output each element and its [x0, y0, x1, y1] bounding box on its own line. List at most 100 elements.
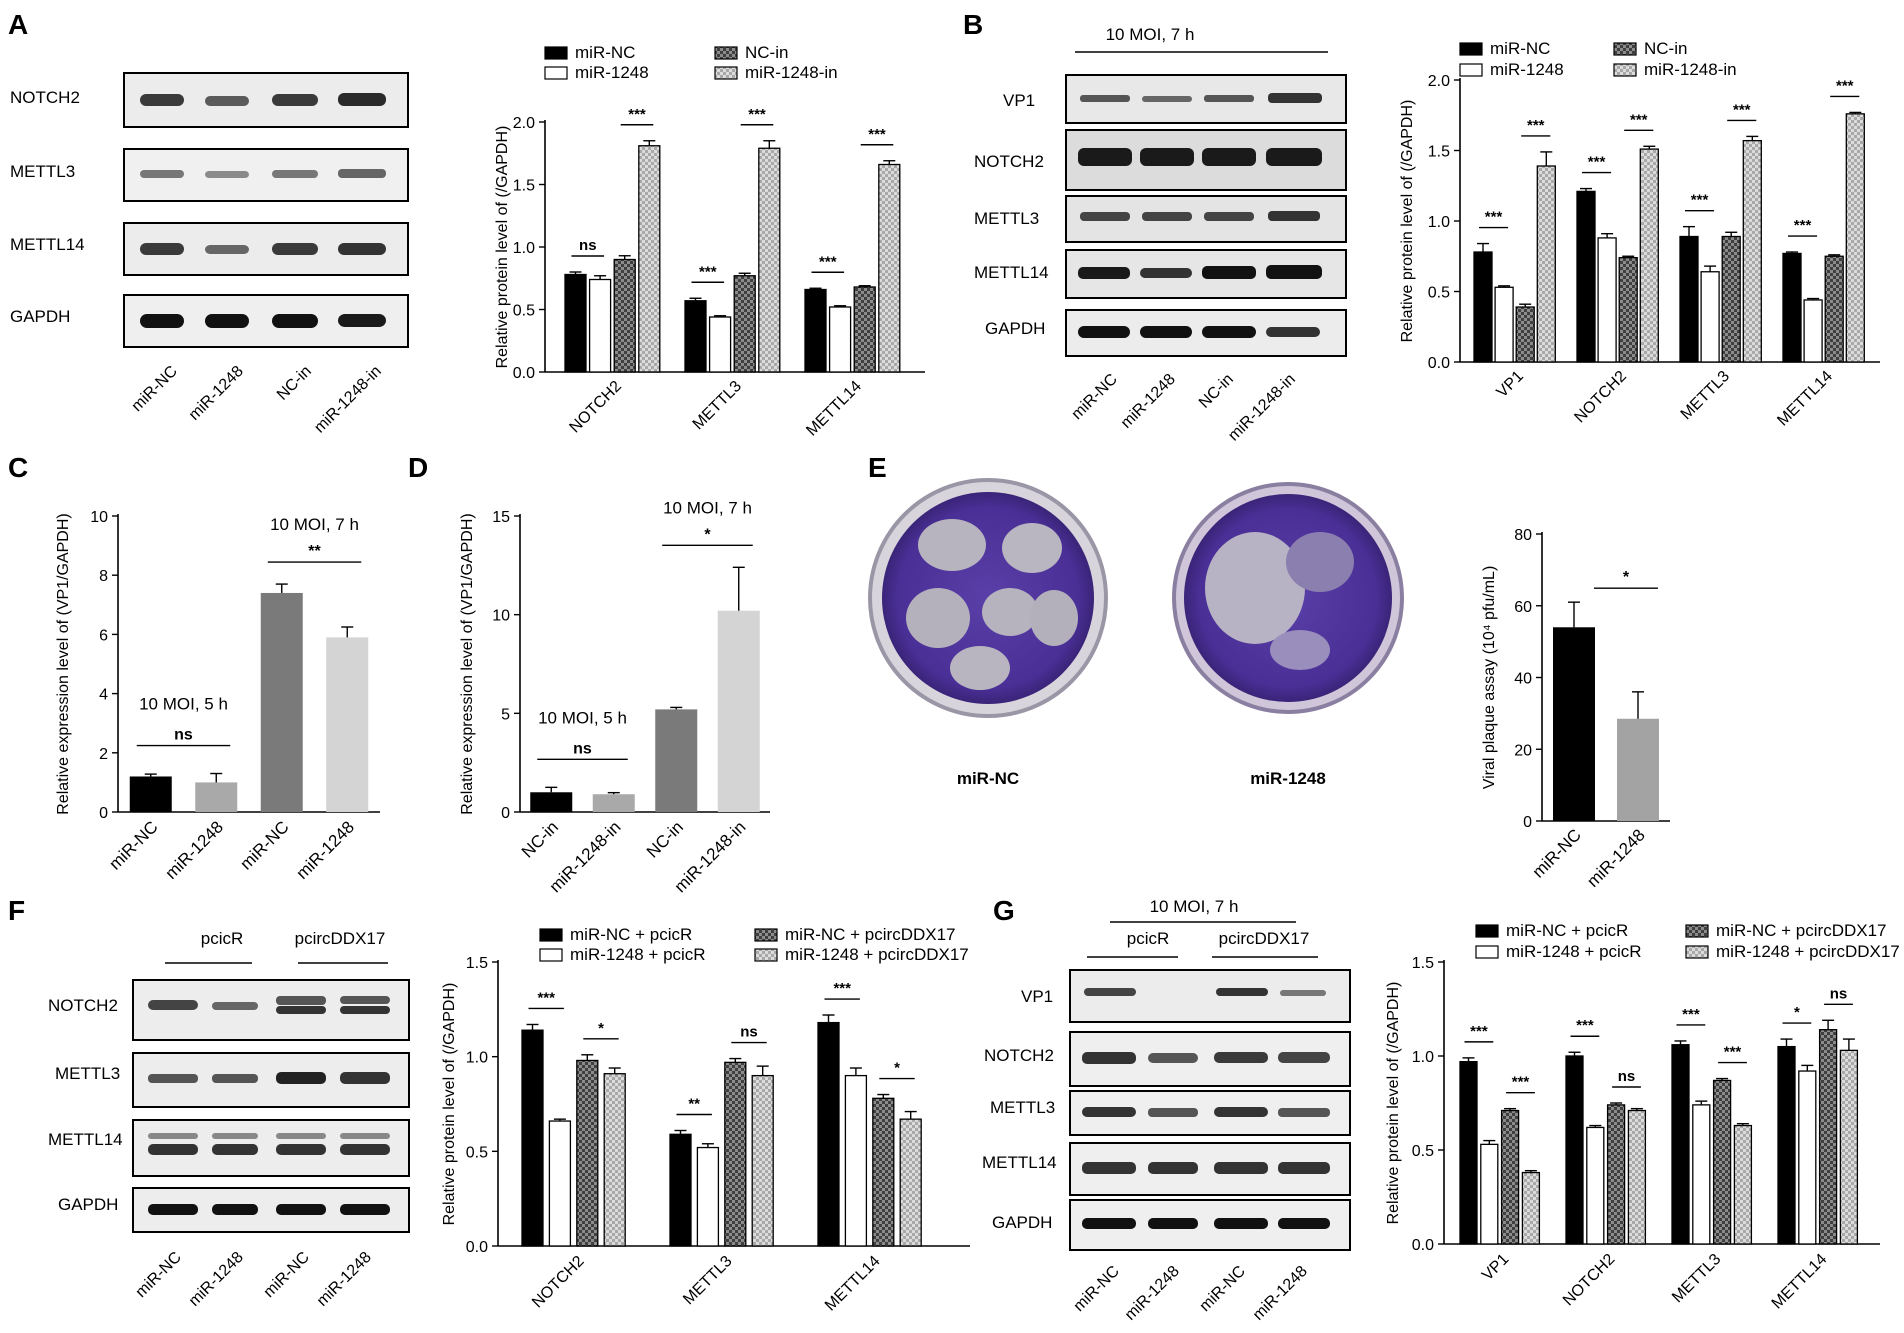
- blot-strip: [1065, 249, 1347, 299]
- bar: [733, 275, 756, 373]
- blot-strip: [1069, 1142, 1351, 1196]
- blot-label: METTL3: [990, 1098, 1055, 1117]
- y-tick-label: 0.5: [1428, 285, 1450, 302]
- blot-strip: [1069, 1031, 1351, 1087]
- bar: [684, 300, 707, 373]
- y-tick-label: 20: [1514, 742, 1532, 759]
- blot-label: NOTCH2: [48, 996, 118, 1015]
- blot-G: 10 MOI, 7 h pcicR pcircDDX17 VP1 NOTCH2 …: [982, 897, 1351, 1324]
- bar: [844, 1074, 868, 1247]
- lane-label: miR-1248: [186, 1249, 247, 1310]
- bar: [1712, 1079, 1732, 1245]
- y-tick-label: 1.5: [513, 178, 535, 195]
- y-tick-label: 0.0: [1412, 1237, 1434, 1254]
- significance-label: ***: [1733, 101, 1751, 118]
- blot-label: GAPDH: [10, 307, 70, 326]
- panel-letter-G: G: [993, 895, 1015, 926]
- bar: [1553, 627, 1595, 821]
- bar: [1576, 190, 1596, 363]
- bar: [1824, 255, 1844, 363]
- x-tick-label: miR-1248: [1583, 825, 1649, 891]
- lane-label: miR-NC: [133, 1249, 185, 1301]
- blot-strip: [132, 1187, 410, 1233]
- y-tick-label: 0.0: [466, 1239, 488, 1256]
- chart-C: 0 2 4 6 8 10 Relative expression level of (VP1…: [55, 509, 380, 883]
- plaque-label: miR-NC: [957, 769, 1019, 788]
- blot-strip: [1069, 1199, 1351, 1251]
- bar: [878, 163, 901, 373]
- y-tick-label: 0: [99, 805, 108, 822]
- x-tick-label: METTL14: [1774, 368, 1836, 430]
- significance-label: ns: [1830, 985, 1848, 1002]
- significance-label: ***: [1588, 154, 1606, 171]
- blot-strip: [123, 72, 409, 128]
- bar: [1459, 1060, 1478, 1245]
- blot-label: METTL14: [10, 235, 85, 254]
- blot-strip: [1065, 74, 1347, 124]
- panel-letter-B: B: [963, 9, 983, 40]
- bar: [751, 1074, 774, 1247]
- bar: [1627, 1109, 1647, 1245]
- y-tick-label: 6: [99, 627, 108, 644]
- legend-label: miR-NC + pcicR: [570, 925, 692, 944]
- bar: [1782, 252, 1802, 363]
- legend-swatch: [544, 66, 568, 80]
- significance-label: ***: [1470, 1023, 1488, 1040]
- bar: [1536, 165, 1556, 363]
- blot-condition: 10 MOI, 7 h: [1150, 897, 1239, 916]
- legend-label: miR-1248 + pcircDDX17: [785, 945, 969, 964]
- blot-label: METTL14: [48, 1130, 123, 1149]
- bar: [724, 1061, 747, 1247]
- significance-label: *: [1623, 569, 1630, 586]
- bar: [717, 610, 760, 812]
- lane-label: miR-1248: [1250, 1263, 1311, 1324]
- bar: [1679, 235, 1699, 363]
- y-tick-label: 4: [99, 687, 108, 704]
- bar: [613, 258, 636, 373]
- y-tick-label: 1.0: [466, 1050, 488, 1067]
- bar: [1597, 237, 1617, 363]
- bar: [1777, 1045, 1796, 1245]
- significance-label: ***: [1691, 192, 1709, 209]
- panel-letter-A: A: [8, 9, 28, 40]
- legend-swatch: [1685, 945, 1709, 959]
- significance-label: ***: [1794, 217, 1812, 234]
- bar: [195, 782, 238, 812]
- chart-B: 0.0 0.5 1.0 1.5 2.0 Relative protein level of…: [1399, 39, 1880, 430]
- significance-label: ***: [628, 106, 646, 123]
- x-tick-label: METTL3: [1669, 1251, 1724, 1306]
- y-axis-label: Relative expression level of (VP1/GAPDH): [55, 513, 72, 814]
- bar: [260, 592, 303, 812]
- significance-label: ***: [1682, 1006, 1700, 1023]
- significance-label: ***: [748, 106, 766, 123]
- bar: [1617, 718, 1659, 821]
- legend-swatch: [754, 928, 778, 942]
- legend-swatch: [1613, 63, 1637, 77]
- significance-label: ns: [573, 740, 592, 757]
- bar: [576, 1059, 599, 1247]
- legend-label: miR-1248-in: [745, 63, 838, 82]
- bar: [564, 273, 587, 373]
- legend-label: NC-in: [1644, 39, 1687, 58]
- significance-label: **: [688, 1096, 700, 1113]
- bar: [530, 792, 573, 812]
- bar: [1480, 1143, 1499, 1245]
- x-tick-label: miR-NC: [1529, 825, 1585, 881]
- y-axis-label: Relative expression level of (VP1/GAPDH): [459, 513, 476, 814]
- blot-group: pcircDDX17: [295, 929, 386, 948]
- blot-label: NOTCH2: [984, 1046, 1054, 1065]
- blot-condition: 10 MOI, 7 h: [1106, 25, 1195, 44]
- blot-label: VP1: [1003, 91, 1035, 110]
- y-tick-label: 0: [501, 805, 510, 822]
- condition-label: 10 MOI, 5 h: [538, 708, 627, 727]
- significance-label: ***: [1485, 209, 1503, 226]
- significance-label: ***: [1724, 1044, 1742, 1061]
- bar: [1692, 1104, 1711, 1245]
- y-axis-label: Relative protein level of (/GAPDH): [1399, 100, 1416, 343]
- significance-label: ns: [579, 237, 597, 254]
- bar: [1606, 1104, 1626, 1245]
- x-tick-label: METTL3: [690, 378, 745, 433]
- x-tick-label: miR-1248: [293, 817, 359, 883]
- y-tick-label: 1.5: [466, 955, 488, 972]
- legend-label: miR-1248: [575, 63, 649, 82]
